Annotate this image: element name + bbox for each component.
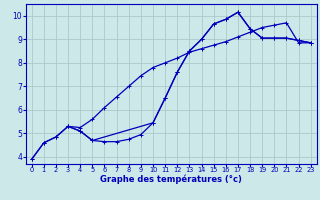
X-axis label: Graphe des températures (°c): Graphe des températures (°c) <box>100 175 242 184</box>
